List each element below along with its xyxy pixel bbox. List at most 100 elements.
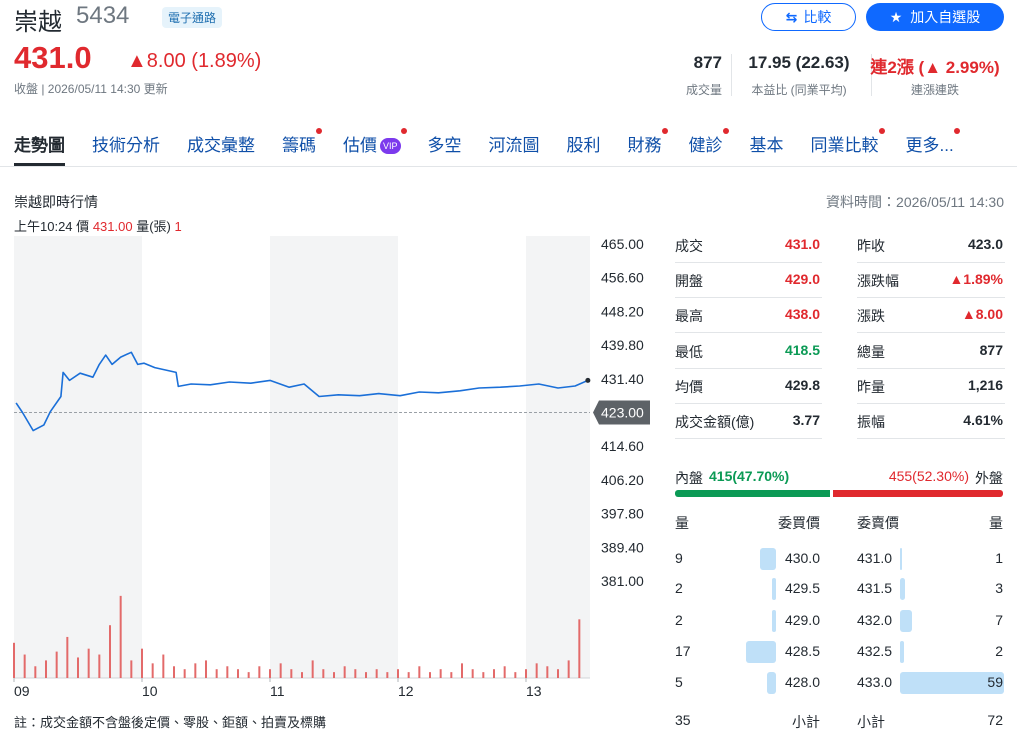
ask-total-label: 小計 [857,714,885,730]
volume-bar [269,669,271,678]
quote-label: 昨量 [857,379,885,395]
stat-divider [871,54,872,96]
tab[interactable]: 技術分析 [92,131,160,166]
bid-volume: 9 [675,550,683,566]
compare-button[interactable]: ⇆ 比較 [761,3,856,31]
price: 431.0 [14,40,92,75]
ask-volume: 2 [995,643,1003,659]
quote-value: 429.8 [784,377,820,393]
x-tick-label: 13 [526,683,542,699]
tab[interactable]: 多空 [428,131,462,166]
stat-value: 17.95 (22.63) [748,53,850,72]
tab[interactable]: 籌碼 [282,128,322,166]
volume-bar [471,669,474,678]
volume-bar [173,666,175,678]
y-tick-label: 397.80 [601,506,644,522]
tab[interactable]: 股利 [567,131,601,166]
tab-bar: 走勢圖 技術分析 成交彙整 籌碼 估價 VIP 多空 河流圖 股利 財務 健診 基本 同業比較 更多... [14,128,960,166]
volume-bar [119,595,122,678]
bid-total: 35 [675,712,691,728]
ask-bar [900,548,902,570]
ask-bar [900,672,1004,694]
quote-value: 423.0 [967,236,1003,252]
volume-bar [205,660,207,678]
y-tick-label: 465.00 [601,236,644,252]
quote-label: 漲跌幅 [857,273,899,289]
price-change: ▲8.00 (1.89%) [127,50,262,72]
volume-bar [503,666,506,678]
outer-bar [833,490,1003,497]
row-divider [857,368,1005,369]
tab-label: 估價 [343,136,377,155]
tab[interactable]: 財務 [627,128,668,166]
industry-tag[interactable]: 電子通路 [162,7,223,28]
bid-bar [772,610,776,632]
volume-bar [418,666,421,678]
ask-volume: 59 [987,674,1003,690]
tab[interactable]: 同業比較 [811,128,885,166]
x-tick-label: 11 [270,683,285,699]
x-tick-label: 09 [14,683,30,699]
y-tick-label: 456.60 [601,270,644,286]
bid-volume: 2 [675,612,683,628]
volume-bar [55,651,58,678]
volume-bar [109,625,111,678]
tab-label: 更多... [905,136,954,155]
hover-price-label: 價 [76,219,90,234]
notice-dot [953,128,960,134]
stat-label: 本益比 (同業平均) [751,83,847,97]
volume-bar [66,636,69,678]
stat-value: 連2漲 (▲ 2.99%) [870,58,1000,77]
volume-bar [546,666,549,678]
x-tick-label: 12 [398,683,414,699]
tab[interactable]: 走勢圖 [14,131,65,166]
notice-dot [400,128,407,134]
bid-price: 428.0 [784,674,820,690]
quote-label: 均價 [675,379,703,395]
quote-value: 431.0 [784,236,820,252]
bid-volume: 17 [675,643,691,659]
tab[interactable]: 估價 VIP [343,128,407,166]
quote-label: 開盤 [675,273,703,289]
tab-label: 財務 [627,136,662,155]
tab[interactable]: 成交彙整 [187,131,255,166]
bid-price: 429.0 [784,612,820,628]
volume-bar [23,654,26,678]
ask-volume: 7 [995,612,1003,628]
row-divider [857,438,1005,439]
quote-value: 877 [979,342,1003,358]
ask-bar [900,578,906,600]
quote-value: ▲8.00 [961,306,1003,322]
row-divider [857,262,1005,263]
notice-dot [878,128,885,134]
tab[interactable]: 更多... [905,128,960,166]
bid-price: 430.0 [784,550,820,566]
stat-label: 成交量 [685,83,722,97]
volume-bar [258,666,261,678]
y-tick-label: 423.00 [601,405,644,421]
outer-value: 455(52.30%) [888,468,969,484]
volume-bar [407,672,410,678]
notice-dot [316,128,322,134]
tab[interactable]: 健診 [689,128,729,166]
volume-bar [535,663,538,678]
watchlist-button[interactable]: ★ 加入自選股 [866,3,1004,31]
stat-value: 877 [693,53,722,72]
y-tick-label: 448.20 [601,303,644,319]
bid-bar [772,578,776,600]
book-header: 委賣價 [857,515,899,531]
tab-label: 籌碼 [282,136,316,155]
quote-label: 最高 [675,308,703,324]
tab[interactable]: 河流圖 [489,131,540,166]
volume-bar [578,619,581,678]
quote-value: 1,216 [967,377,1003,393]
quote-value: ▲1.89% [949,271,1003,287]
bid-volume: 2 [675,580,683,596]
y-tick-label: 381.00 [601,573,644,589]
ask-volume: 3 [995,580,1003,596]
outer-label: 外盤 [975,470,1003,486]
volume-bar [45,660,47,678]
tab[interactable]: 基本 [750,131,784,166]
volume-bar [226,666,229,678]
